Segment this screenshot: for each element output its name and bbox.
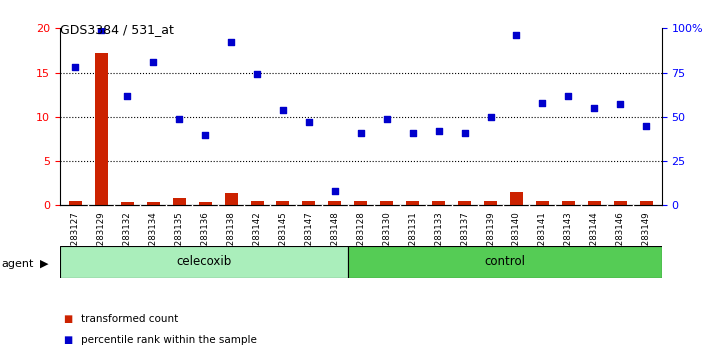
Bar (406, 201, 419, 205)
Text: ■: ■ (63, 314, 73, 324)
Point (615, 102, 626, 107)
Point (174, 116, 185, 121)
Text: ■: ■ (63, 335, 73, 345)
Bar (510, 192, 523, 205)
Bar (69, 201, 82, 205)
Bar (225, 193, 237, 205)
Text: GSM283135: GSM283135 (175, 211, 184, 264)
Text: GSM283132: GSM283132 (122, 211, 132, 264)
Point (536, 100, 548, 105)
Bar (562, 201, 575, 205)
Bar (348, 246, 662, 278)
Bar (303, 201, 315, 205)
Point (70, 64, 81, 70)
Text: ▶: ▶ (40, 259, 49, 269)
Point (511, 33, 522, 38)
Bar (60, 246, 348, 278)
Point (225, 40, 237, 45)
Text: GDS3384 / 531_at: GDS3384 / 531_at (60, 23, 174, 36)
Bar (354, 201, 367, 205)
Bar (146, 202, 160, 205)
Text: control: control (484, 256, 525, 268)
Text: percentile rank within the sample: percentile rank within the sample (81, 335, 257, 345)
Text: transformed count: transformed count (81, 314, 178, 324)
Text: agent: agent (1, 259, 34, 269)
Point (641, 123, 652, 129)
Text: GSM283139: GSM283139 (486, 211, 495, 264)
Text: GSM283133: GSM283133 (434, 211, 443, 264)
Text: GSM283144: GSM283144 (590, 211, 599, 264)
Text: GSM283147: GSM283147 (304, 211, 313, 264)
Text: GSM283134: GSM283134 (149, 211, 158, 264)
Bar (588, 201, 601, 205)
Bar (172, 198, 186, 205)
Point (381, 116, 392, 121)
Point (407, 130, 418, 136)
Point (251, 72, 263, 77)
Bar (640, 201, 653, 205)
Bar (432, 201, 445, 205)
Point (96, 27, 107, 33)
Text: GSM283137: GSM283137 (460, 211, 469, 264)
Bar (458, 201, 471, 205)
Text: GSM283129: GSM283129 (97, 211, 106, 264)
Text: GSM283146: GSM283146 (616, 211, 624, 264)
Point (589, 105, 600, 111)
Bar (328, 201, 341, 205)
Text: GSM283145: GSM283145 (279, 211, 287, 264)
Bar (614, 201, 627, 205)
Text: GSM283148: GSM283148 (330, 211, 339, 264)
Point (459, 130, 470, 136)
Point (562, 93, 574, 98)
Bar (251, 201, 263, 205)
Text: GSM283130: GSM283130 (382, 211, 391, 264)
Text: GSM283138: GSM283138 (227, 211, 236, 264)
Point (355, 130, 366, 136)
Point (329, 188, 341, 194)
Text: GSM283143: GSM283143 (564, 211, 573, 264)
Text: GSM283131: GSM283131 (408, 211, 417, 264)
Text: GSM283140: GSM283140 (512, 211, 521, 264)
Bar (277, 201, 289, 205)
Bar (121, 202, 134, 205)
Text: GSM283127: GSM283127 (71, 211, 80, 264)
Point (199, 132, 210, 137)
Point (485, 114, 496, 120)
Point (122, 93, 133, 98)
Text: GSM283136: GSM283136 (201, 211, 210, 264)
Bar (536, 201, 549, 205)
Text: celecoxib: celecoxib (176, 256, 232, 268)
Bar (380, 201, 394, 205)
Point (303, 119, 315, 125)
Point (148, 59, 159, 65)
Text: GSM283149: GSM283149 (641, 211, 650, 264)
Text: GSM283142: GSM283142 (253, 211, 261, 264)
Text: GSM283141: GSM283141 (538, 211, 547, 264)
Point (277, 107, 289, 113)
Text: GSM283128: GSM283128 (356, 211, 365, 264)
Bar (95, 53, 108, 205)
Bar (484, 201, 497, 205)
Bar (199, 202, 212, 205)
Point (433, 128, 444, 134)
